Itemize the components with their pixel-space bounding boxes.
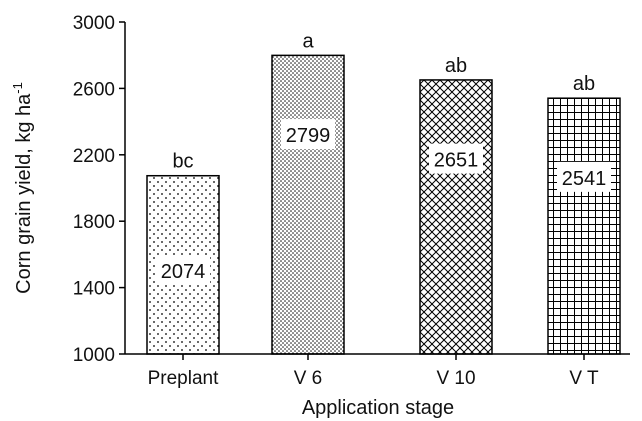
y-axis-title-superscript: -1 (10, 82, 25, 94)
y-tick-label: 1000 (73, 345, 115, 366)
y-tick-label: 1800 (73, 212, 115, 233)
value-label-box (156, 255, 210, 285)
x-axis-title: Application stage (302, 397, 454, 419)
significance-label: ab (445, 55, 467, 77)
x-tick-label: Preplant (148, 368, 219, 389)
significance-label: bc (172, 151, 193, 173)
bar-v-6 (271, 54, 345, 355)
value-label-box (281, 119, 335, 150)
y-axis-title-main: Corn grain yield, kg ha (13, 93, 35, 294)
y-tick-label: 3000 (73, 13, 115, 34)
y-tick-label: 1400 (73, 279, 115, 300)
bars-group (146, 54, 621, 355)
bar-v-t (547, 97, 621, 355)
value-label: 2541 (562, 168, 607, 190)
x-tick-label: V 10 (436, 368, 475, 389)
value-label: 2651 (434, 150, 479, 172)
y-axis-title: Corn grain yield, kg ha-1 (10, 82, 35, 294)
value-label: 2799 (286, 125, 331, 147)
significance-label: ab (573, 73, 595, 95)
y-tick-label: 2200 (73, 146, 115, 167)
labels-group: bc 2074 a 2799 ab 2651 ab 2541 (156, 30, 611, 285)
y-ticks-group: 1000 1400 1800 2200 2600 3000 (73, 13, 125, 366)
x-ticks-group: Preplant V 6 V 10 V T (148, 354, 599, 389)
x-tick-label: V 6 (294, 368, 323, 389)
value-label-box (557, 161, 611, 192)
value-label-box (429, 143, 483, 174)
x-tick-label: V T (569, 368, 599, 389)
value-label: 2074 (161, 261, 206, 283)
bar-v-10 (419, 79, 493, 355)
significance-label: a (302, 30, 314, 52)
y-tick-label: 2600 (73, 79, 115, 100)
